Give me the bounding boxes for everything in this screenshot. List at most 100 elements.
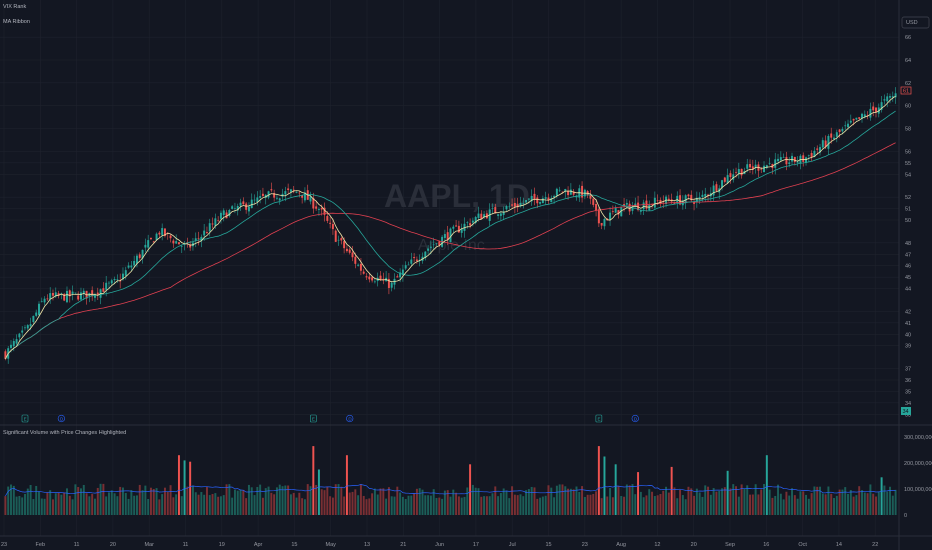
candle-body	[345, 248, 348, 252]
volume-bar	[18, 495, 21, 515]
volume-bar	[802, 491, 805, 515]
time-tick-label: 16	[763, 542, 769, 548]
candle-body	[533, 193, 536, 200]
volume-panel-label[interactable]: Significant Volume with Price Changes Hi…	[3, 430, 126, 436]
time-axis[interactable]: 23 Feb 11 20 Mar 11 19 Apr 15 May 13 21 Jun 17 Jul 15 23…	[1, 542, 878, 548]
candle-body	[113, 278, 116, 280]
rank-panel-label[interactable]: VIX Rank	[3, 4, 26, 10]
volume-bar	[312, 446, 315, 515]
candle-body	[656, 200, 659, 202]
volume-bar	[401, 496, 404, 515]
volume-bar	[306, 484, 309, 515]
volume-bar	[93, 498, 96, 515]
volume-bar	[225, 484, 228, 515]
volume-bar	[777, 484, 780, 515]
candle-body	[49, 293, 52, 300]
volume-bar	[138, 484, 141, 515]
candle-body	[589, 194, 592, 199]
candle-body	[760, 169, 763, 170]
volume-bar	[639, 491, 642, 515]
volume-axis[interactable]: 0 100,000,000 200,000,000 300,000,000	[904, 435, 932, 519]
volume-bar	[421, 489, 424, 515]
candle-body	[71, 291, 74, 294]
volume-bar	[544, 495, 547, 515]
event-marker-e[interactable]: E	[595, 414, 603, 423]
volume-bar	[116, 496, 119, 515]
volume-bar	[460, 497, 463, 515]
volume-bar	[796, 498, 799, 515]
candle-body	[469, 223, 472, 226]
candle-body	[231, 206, 234, 209]
candle-body	[768, 163, 771, 164]
candle-body	[68, 290, 71, 297]
candle-body	[695, 197, 698, 203]
event-marker-d[interactable]: D	[57, 414, 65, 423]
time-tick-label: 13	[364, 542, 370, 548]
volume-bar	[231, 497, 234, 515]
candle-body	[373, 281, 376, 283]
candle-body	[124, 270, 127, 276]
volume-bar	[642, 497, 645, 515]
volume-bar	[133, 495, 136, 515]
volume-bar	[628, 485, 631, 515]
volume-bar	[816, 486, 819, 515]
time-tick-label: 15	[291, 542, 297, 548]
candle-body	[4, 351, 7, 359]
event-marker-d[interactable]: D	[346, 414, 354, 423]
ma-slow-line	[5, 142, 896, 360]
volume-bar	[774, 495, 777, 515]
candle-body	[603, 218, 606, 227]
volume-bar	[497, 496, 500, 515]
ma-ribbon-label[interactable]: MA Ribbon	[3, 19, 30, 25]
candle-body	[525, 200, 528, 203]
candle-body	[340, 238, 343, 241]
volume-bar	[222, 495, 225, 515]
volume-bar	[410, 495, 413, 515]
candle-body	[217, 220, 220, 221]
event-marker-d[interactable]: D	[631, 414, 639, 423]
volume-bar	[32, 499, 35, 515]
candle-body	[80, 292, 82, 300]
candle-body	[197, 238, 200, 239]
volume-bar	[491, 493, 494, 515]
price-tick-label: 46	[905, 264, 911, 270]
candle-body	[446, 232, 449, 240]
candle-body	[807, 155, 810, 156]
candle-body	[407, 264, 410, 266]
candle-body	[427, 248, 430, 251]
event-marker-e[interactable]: E	[21, 414, 29, 423]
volume-bar	[592, 494, 595, 515]
time-tick-label: Sep	[725, 542, 735, 548]
candle-body	[29, 324, 32, 327]
candle-body	[477, 213, 480, 218]
candle-body	[861, 113, 863, 119]
candle-body	[273, 193, 276, 198]
candle-body	[740, 168, 743, 176]
currency-box[interactable]	[901, 16, 930, 29]
volume-bar	[477, 488, 480, 515]
candle-body	[810, 153, 813, 157]
volume-bar	[427, 495, 430, 515]
volume-bar	[505, 490, 508, 515]
candle-body	[474, 217, 477, 223]
candle-body	[225, 212, 228, 219]
volume-bar	[362, 495, 365, 515]
volume-bar	[550, 487, 553, 515]
candle-body	[550, 198, 553, 203]
candle-body	[105, 282, 108, 290]
candle-body	[149, 237, 152, 240]
volume-bar	[273, 494, 276, 515]
candle-body	[270, 189, 273, 191]
candle-body	[749, 164, 752, 168]
candle-body	[312, 198, 315, 209]
price-axis[interactable]: 3334353637394041424445464748505152545556…	[905, 35, 911, 418]
event-marker-e[interactable]: E	[310, 414, 317, 423]
volume-bar	[270, 492, 273, 515]
time-tick-label: 21	[400, 542, 406, 548]
candle-body	[43, 298, 46, 303]
candle-body	[301, 195, 304, 198]
time-tick-label: Apr	[254, 542, 263, 548]
time-tick-label: Jun	[435, 542, 444, 548]
candle-body	[723, 177, 726, 182]
